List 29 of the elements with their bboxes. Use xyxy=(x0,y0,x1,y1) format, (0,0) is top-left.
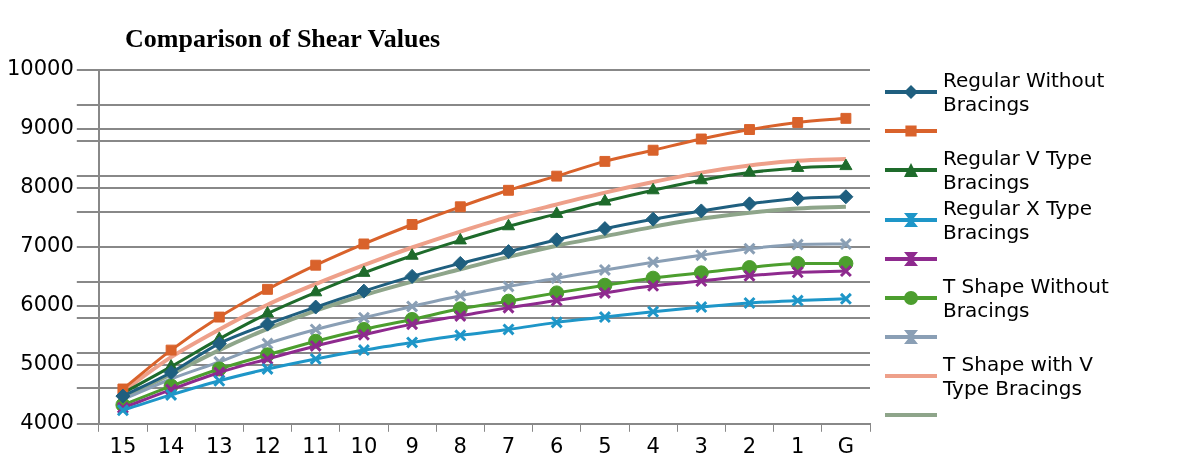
legend-label: Regular Without Bracings xyxy=(943,68,1106,116)
chart-title: Comparison of Shear Values xyxy=(125,24,441,54)
legend-label: Regular V Type Bracings xyxy=(943,146,1094,194)
x-tick-label: 15 xyxy=(109,433,137,458)
y-tick-label: 6000 xyxy=(20,292,74,317)
x-tick-label: 11 xyxy=(302,433,330,458)
legend-label: T Shape Without Bracings xyxy=(943,274,1110,322)
x-tick-label: 13 xyxy=(205,433,233,458)
legend-label: T Shape with V Type Bracings xyxy=(943,352,1095,400)
x-tick-label: G xyxy=(837,433,855,458)
x-tick-label: 4 xyxy=(646,433,660,458)
x-tick-label: 3 xyxy=(694,433,708,458)
y-tick-label: 4000 xyxy=(20,410,74,435)
y-tick-label: 7000 xyxy=(20,233,74,258)
y-tick-label: 9000 xyxy=(20,115,74,140)
x-tick-label: 8 xyxy=(453,433,467,458)
x-tick-label: 14 xyxy=(157,433,185,458)
legend-label: Regular X Type Bracings xyxy=(943,196,1094,244)
x-tick-label: 5 xyxy=(598,433,612,458)
x-tick-label: 10 xyxy=(350,433,378,458)
x-tick-label: 2 xyxy=(742,433,757,458)
y-tick-label: 5000 xyxy=(20,351,74,376)
x-tick-label: 6 xyxy=(550,433,564,458)
y-tick-label: 10000 xyxy=(6,56,74,81)
x-tick-label: 7 xyxy=(501,433,516,458)
x-tick-label: 1 xyxy=(791,433,805,458)
x-tick-label: 9 xyxy=(405,433,419,458)
x-tick-label: 12 xyxy=(254,433,281,458)
y-tick-label: 8000 xyxy=(20,174,74,199)
